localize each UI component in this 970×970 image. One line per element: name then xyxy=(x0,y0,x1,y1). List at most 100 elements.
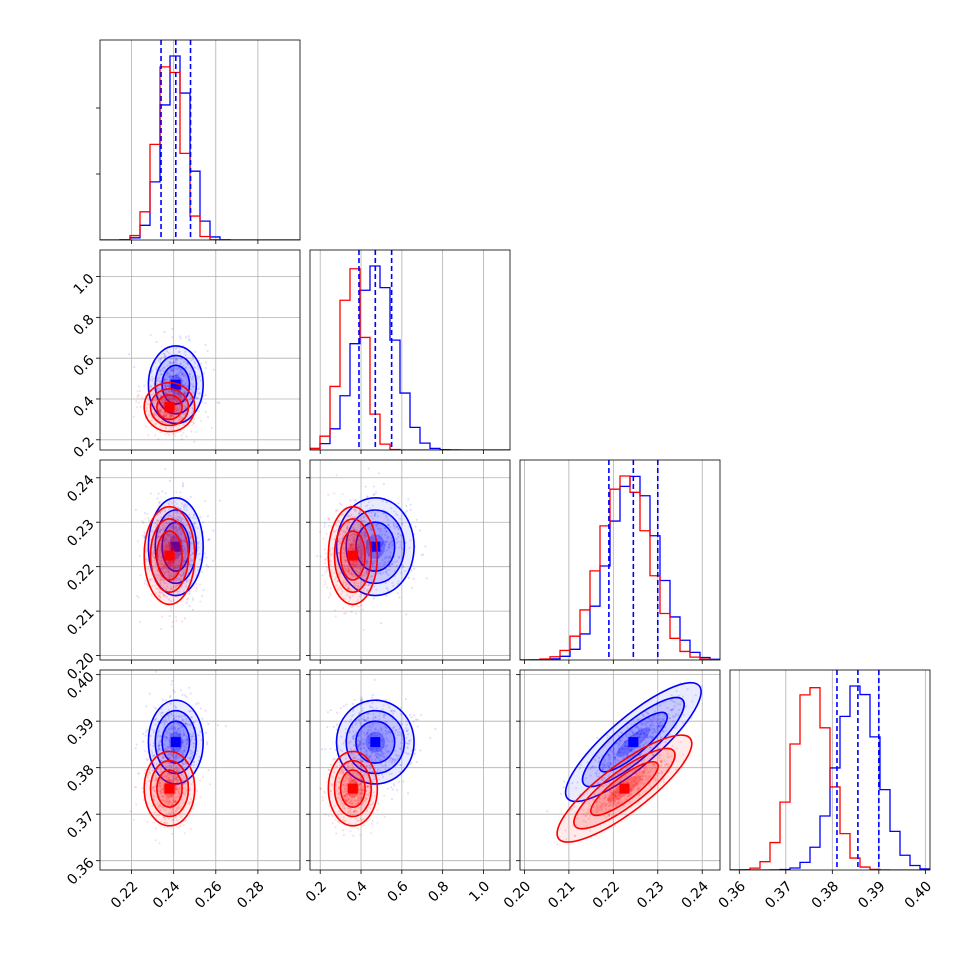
scatter-point xyxy=(343,549,347,552)
scatter-point xyxy=(168,397,171,400)
scatter-point xyxy=(165,780,168,783)
scatter-point xyxy=(353,539,356,542)
scatter-point xyxy=(172,527,175,530)
scatter-point xyxy=(173,727,176,731)
scatter-point xyxy=(177,581,180,584)
scatter-point xyxy=(366,542,370,546)
scatter-point xyxy=(323,790,326,793)
scatter-point xyxy=(322,537,325,540)
scatter-point xyxy=(186,723,189,726)
scatter-point xyxy=(329,563,332,567)
scatter-point xyxy=(171,376,174,379)
scatter-point xyxy=(351,735,354,738)
scatter-point xyxy=(394,512,398,516)
scatter-point xyxy=(178,748,181,752)
scatter-point xyxy=(399,571,403,574)
scatter-point xyxy=(175,529,178,532)
scatter-point xyxy=(352,535,355,538)
scatter-point xyxy=(191,516,195,519)
scatter-point xyxy=(389,710,392,713)
scatter-point xyxy=(169,414,173,418)
scatter-point xyxy=(359,555,362,559)
scatter-point xyxy=(184,722,188,725)
scatter-point xyxy=(188,802,191,805)
scatter-point xyxy=(165,781,168,785)
scatter-point xyxy=(363,731,366,735)
scatter-point xyxy=(146,548,149,551)
scatter-point xyxy=(166,372,170,375)
scatter-point xyxy=(177,564,180,567)
scatter-point xyxy=(367,548,370,551)
scatter-point xyxy=(190,542,193,545)
scatter-point xyxy=(384,543,387,546)
scatter-point xyxy=(395,537,398,541)
scatter-point xyxy=(167,390,171,393)
scatter-point xyxy=(188,398,191,402)
scatter-point xyxy=(388,556,391,559)
scatter-point xyxy=(158,814,161,817)
scatter-point xyxy=(170,748,173,751)
scatter-point xyxy=(164,818,167,822)
scatter-point xyxy=(415,518,418,521)
scatter-point xyxy=(181,416,184,420)
scatter-point xyxy=(178,804,181,807)
scatter-point xyxy=(184,420,188,423)
scatter-point xyxy=(376,821,379,824)
scatter-point xyxy=(168,542,171,545)
scatter-point xyxy=(156,801,160,804)
scatter-point xyxy=(365,560,368,564)
scatter-point xyxy=(410,569,413,572)
scatter-point xyxy=(363,540,367,543)
scatter-point xyxy=(162,544,165,548)
scatter-point xyxy=(155,576,158,579)
scatter-point xyxy=(377,753,380,756)
scatter-point xyxy=(175,729,178,732)
scatter-point xyxy=(179,787,182,790)
scatter-point xyxy=(377,731,380,735)
scatter-point xyxy=(179,417,182,420)
scatter-point xyxy=(195,587,198,590)
scatter-point xyxy=(371,562,374,565)
scatter-point xyxy=(153,789,156,793)
scatter-point xyxy=(196,405,199,408)
scatter-point xyxy=(174,785,177,788)
scatter-point xyxy=(324,558,327,561)
scatter-point xyxy=(352,778,355,782)
scatter-point xyxy=(172,536,175,539)
scatter-point xyxy=(161,411,165,415)
scatter-point xyxy=(377,567,380,571)
scatter-point xyxy=(178,769,181,773)
scatter-point xyxy=(182,408,186,411)
scatter-point xyxy=(199,707,202,710)
scatter-point xyxy=(363,534,367,537)
scatter-point xyxy=(158,529,161,532)
scatter-point xyxy=(174,573,177,576)
scatter-point xyxy=(167,384,170,387)
scatter-point xyxy=(189,692,192,695)
scatter-point xyxy=(162,808,165,811)
scatter-point xyxy=(385,540,388,543)
scatter-point xyxy=(175,373,178,377)
scatter-point xyxy=(164,525,168,528)
scatter-point xyxy=(395,758,398,761)
scatter-point xyxy=(405,723,408,727)
scatter-point xyxy=(173,762,176,765)
scatter-point xyxy=(160,420,163,423)
scatter-point xyxy=(176,727,180,730)
scatter-point xyxy=(371,696,374,699)
scatter-point xyxy=(162,407,165,410)
scatter-point xyxy=(132,818,135,821)
scatter-point xyxy=(173,726,176,729)
scatter-point xyxy=(344,569,347,572)
scatter-point xyxy=(185,505,188,508)
scatter-point xyxy=(367,726,370,729)
scatter-point xyxy=(341,590,344,593)
scatter-point xyxy=(358,549,361,552)
scatter-point xyxy=(335,723,339,726)
scatter-point xyxy=(353,539,356,542)
scatter-point xyxy=(197,566,200,569)
scatter-point xyxy=(189,559,192,562)
scatter-point xyxy=(366,754,369,757)
scatter-point xyxy=(346,526,349,529)
scatter-point xyxy=(162,536,165,540)
